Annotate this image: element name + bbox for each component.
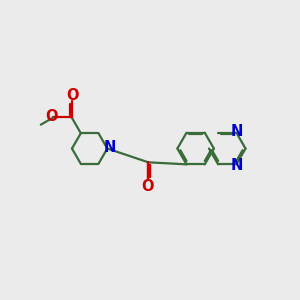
Text: O: O: [45, 109, 57, 124]
Text: N: N: [231, 158, 244, 173]
Text: N: N: [103, 140, 116, 155]
Text: O: O: [67, 88, 79, 103]
Text: O: O: [142, 178, 154, 194]
Text: N: N: [231, 124, 244, 139]
